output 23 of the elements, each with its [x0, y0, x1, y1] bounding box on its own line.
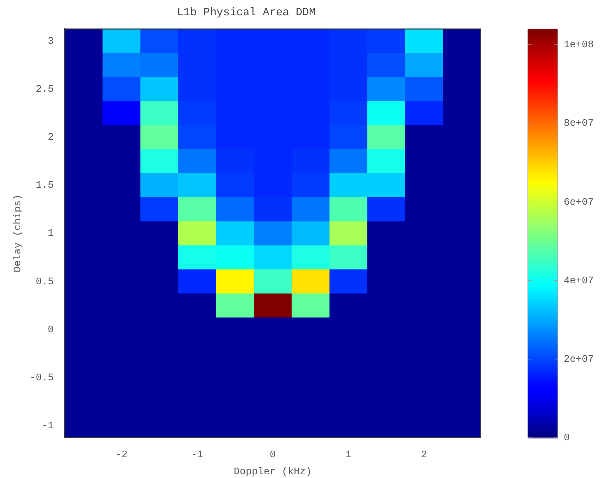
- y-tick-label: 0.5: [36, 277, 54, 288]
- color-bar-label: 4e+07: [564, 276, 594, 288]
- y-tick-label: 1.5: [36, 181, 54, 192]
- x-axis-title: Doppler (kHz): [234, 466, 312, 478]
- y-tick-label: 2: [48, 133, 54, 144]
- y-tick-label: 1: [48, 229, 54, 240]
- y-tick-label: 2.5: [36, 84, 54, 96]
- color-bar-label: 6e+07: [564, 198, 594, 209]
- y-tick-label: 3: [48, 36, 54, 48]
- y-tick-label: -0.5: [30, 374, 54, 385]
- color-bar-label: 2e+07: [564, 355, 594, 366]
- x-tick-label: 1: [346, 450, 352, 462]
- x-tick-label: -2: [116, 450, 128, 462]
- x-tick-label: 0: [270, 450, 276, 462]
- color-bar-label: 1e+08: [564, 40, 594, 52]
- x-tick-label: 2: [421, 450, 428, 462]
- y-tick-label: 0: [48, 325, 54, 336]
- color-bar-label: 8e+07: [564, 119, 594, 130]
- y-tick-label: -1: [42, 422, 54, 433]
- chart-title: L1b Physical Area DDM: [177, 8, 316, 20]
- x-tick-label: -1: [191, 450, 204, 462]
- y-axis-title: Delay (chips): [12, 194, 25, 273]
- color-bar-label: 0: [564, 434, 570, 445]
